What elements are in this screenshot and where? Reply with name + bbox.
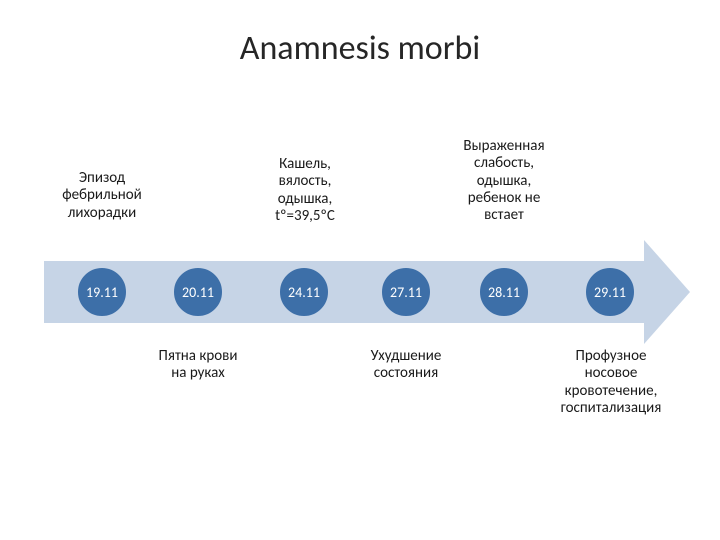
- timeline-node-date: 24.11: [288, 284, 320, 301]
- timeline-node-date: 29.11: [594, 284, 626, 301]
- timeline-node-4: 28.11: [477, 265, 531, 319]
- timeline-node-date: 20.11: [182, 284, 214, 301]
- timeline-node-5: 29.11: [583, 265, 637, 319]
- timeline-label-5: Профузное носовое кровотечение, госпитал…: [552, 348, 670, 417]
- page-title: Anamnesis morbi: [0, 28, 720, 69]
- timeline-node-date: 19.11: [86, 284, 118, 301]
- timeline-label-0: Эпизод фебрильной лихорадки: [46, 170, 158, 222]
- slide: Anamnesis morbi 19.11 20.11 24.11 27.11 …: [0, 0, 720, 540]
- timeline-node-1: 20.11: [171, 265, 225, 319]
- timeline-label-1: Пятна крови на руках: [158, 348, 238, 383]
- timeline-label-3: Ухудшение состояния: [360, 348, 452, 383]
- timeline-node-3: 27.11: [379, 265, 433, 319]
- timeline-node-date: 27.11: [390, 284, 422, 301]
- timeline-label-4: Выраженная слабость, одышка, ребенок не …: [454, 138, 554, 224]
- timeline-node-0: 19.11: [75, 265, 129, 319]
- timeline-node-date: 28.11: [488, 284, 520, 301]
- timeline-node-2: 24.11: [277, 265, 331, 319]
- timeline-arrow-shaft: [44, 261, 644, 323]
- timeline-label-2: Кашель, вялость, одышка, tº=39,5ºС: [260, 156, 350, 225]
- timeline-arrow-head: [644, 240, 690, 344]
